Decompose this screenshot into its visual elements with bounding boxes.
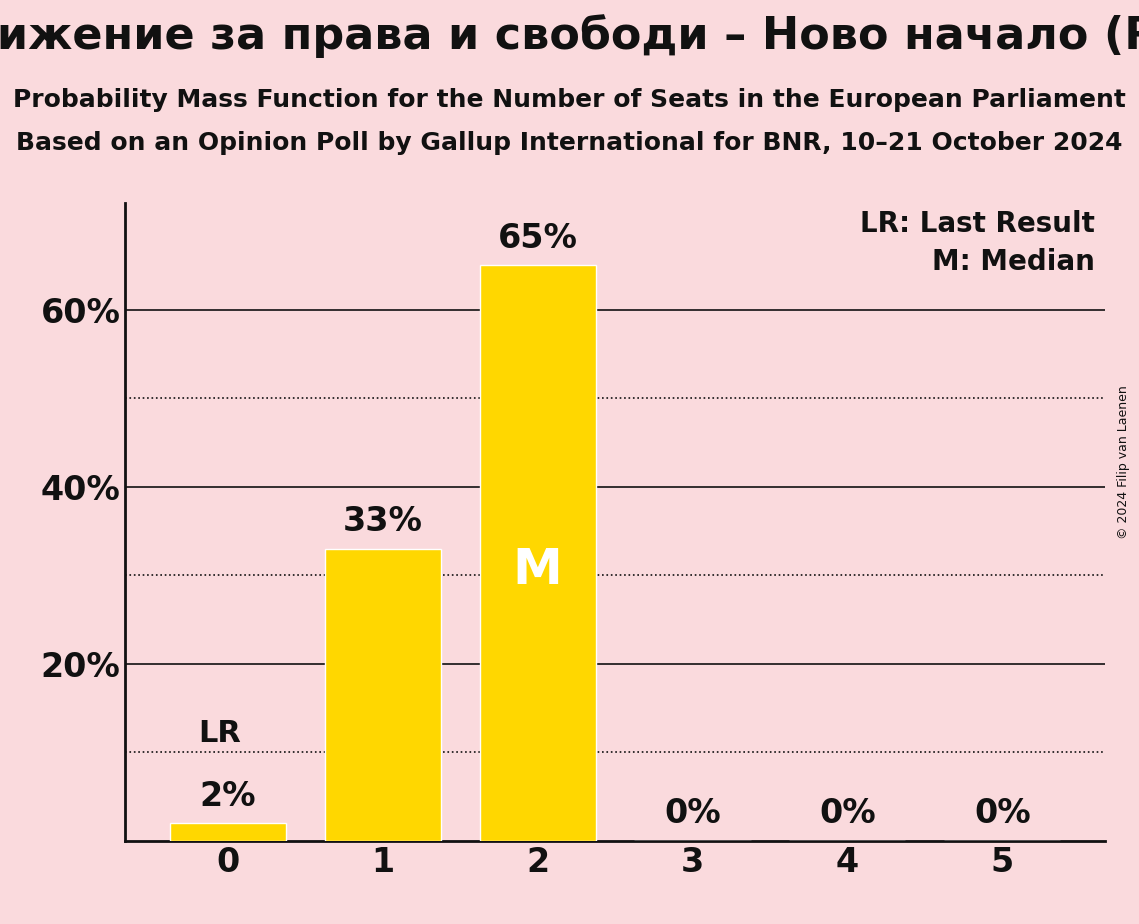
Text: 0%: 0% xyxy=(664,797,721,831)
Bar xyxy=(325,549,441,841)
Text: LR: LR xyxy=(198,719,241,748)
Text: M: Median: M: Median xyxy=(932,248,1095,276)
Text: Движение за права и свободи – Ново начало (RE): Движение за права и свободи – Ново начал… xyxy=(0,14,1139,57)
Text: © 2024 Filip van Laenen: © 2024 Filip van Laenen xyxy=(1117,385,1130,539)
Text: Probability Mass Function for the Number of Seats in the European Parliament: Probability Mass Function for the Number… xyxy=(13,88,1126,112)
Text: 65%: 65% xyxy=(498,222,577,255)
Bar xyxy=(480,265,596,841)
Text: M: M xyxy=(513,546,563,594)
Text: 33%: 33% xyxy=(343,505,423,538)
Text: Based on an Opinion Poll by Gallup International for BNR, 10–21 October 2024: Based on an Opinion Poll by Gallup Inter… xyxy=(16,131,1123,155)
Text: 0%: 0% xyxy=(974,797,1031,831)
Text: LR: Last Result: LR: Last Result xyxy=(860,210,1095,237)
Bar xyxy=(170,823,286,841)
Text: 2%: 2% xyxy=(199,780,256,812)
Text: 0%: 0% xyxy=(819,797,876,831)
